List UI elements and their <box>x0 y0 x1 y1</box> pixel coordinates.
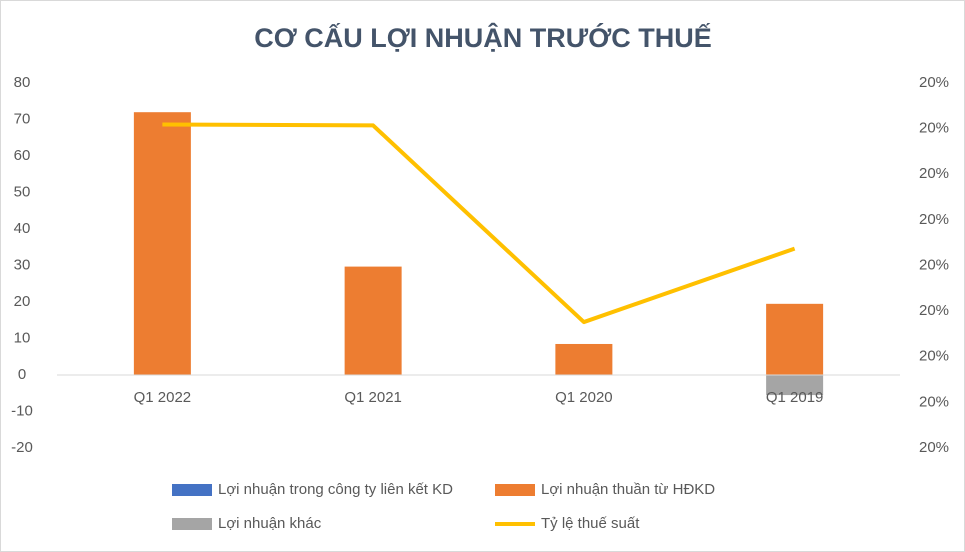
x-tick-label: Q1 2020 <box>555 389 613 406</box>
y2-tick-label: 20% <box>919 393 949 410</box>
line-series <box>162 122 796 325</box>
bar <box>766 375 824 396</box>
legend-label: Lợi nhuận thuần từ HĐKD <box>541 481 715 498</box>
y2-tick-label: 20% <box>919 256 949 273</box>
y-tick-label: -20 <box>11 439 33 456</box>
legend-label: Tỷ lệ thuế suất <box>541 515 640 532</box>
y-tick-label: -10 <box>11 402 33 419</box>
x-tick-label: Q1 2022 <box>134 389 192 406</box>
y2-tick-label: 20% <box>919 211 949 228</box>
y2-tick-label: 20% <box>919 74 949 91</box>
legend-label: Lợi nhuận khác <box>218 515 322 532</box>
y-tick-label: 50 <box>14 183 31 200</box>
bar <box>133 112 191 375</box>
x-tick-label: Q1 2019 <box>766 389 824 406</box>
y-tick-label: 40 <box>14 220 31 237</box>
y2-tick-label: 20% <box>919 348 949 365</box>
y-tick-label: 20 <box>14 293 31 310</box>
legend-label: Lợi nhuận trong công ty liên kết KD <box>218 481 453 498</box>
y2-tick-label: 20% <box>919 439 949 456</box>
y-tick-label: 80 <box>14 74 31 91</box>
chart-title: CƠ CẤU LỢI NHUẬN TRƯỚC THUẾ <box>254 22 711 53</box>
y-tick-label: 30 <box>14 256 31 273</box>
bar <box>344 266 402 375</box>
bar <box>766 303 824 375</box>
x-tick-label: Q1 2021 <box>344 389 402 406</box>
y-tick-label: 0 <box>18 366 26 383</box>
legend-swatch <box>172 518 212 530</box>
y-tick-label: 70 <box>14 110 31 127</box>
y2-tick-label: 20% <box>919 120 949 137</box>
y-tick-label: 60 <box>14 147 31 164</box>
y2-tick-label: 20% <box>919 165 949 182</box>
y-tick-label: 10 <box>14 329 31 346</box>
legend-swatch <box>495 484 535 496</box>
y2-tick-label: 20% <box>919 302 949 319</box>
bar <box>555 343 613 375</box>
legend-swatch <box>172 484 212 496</box>
